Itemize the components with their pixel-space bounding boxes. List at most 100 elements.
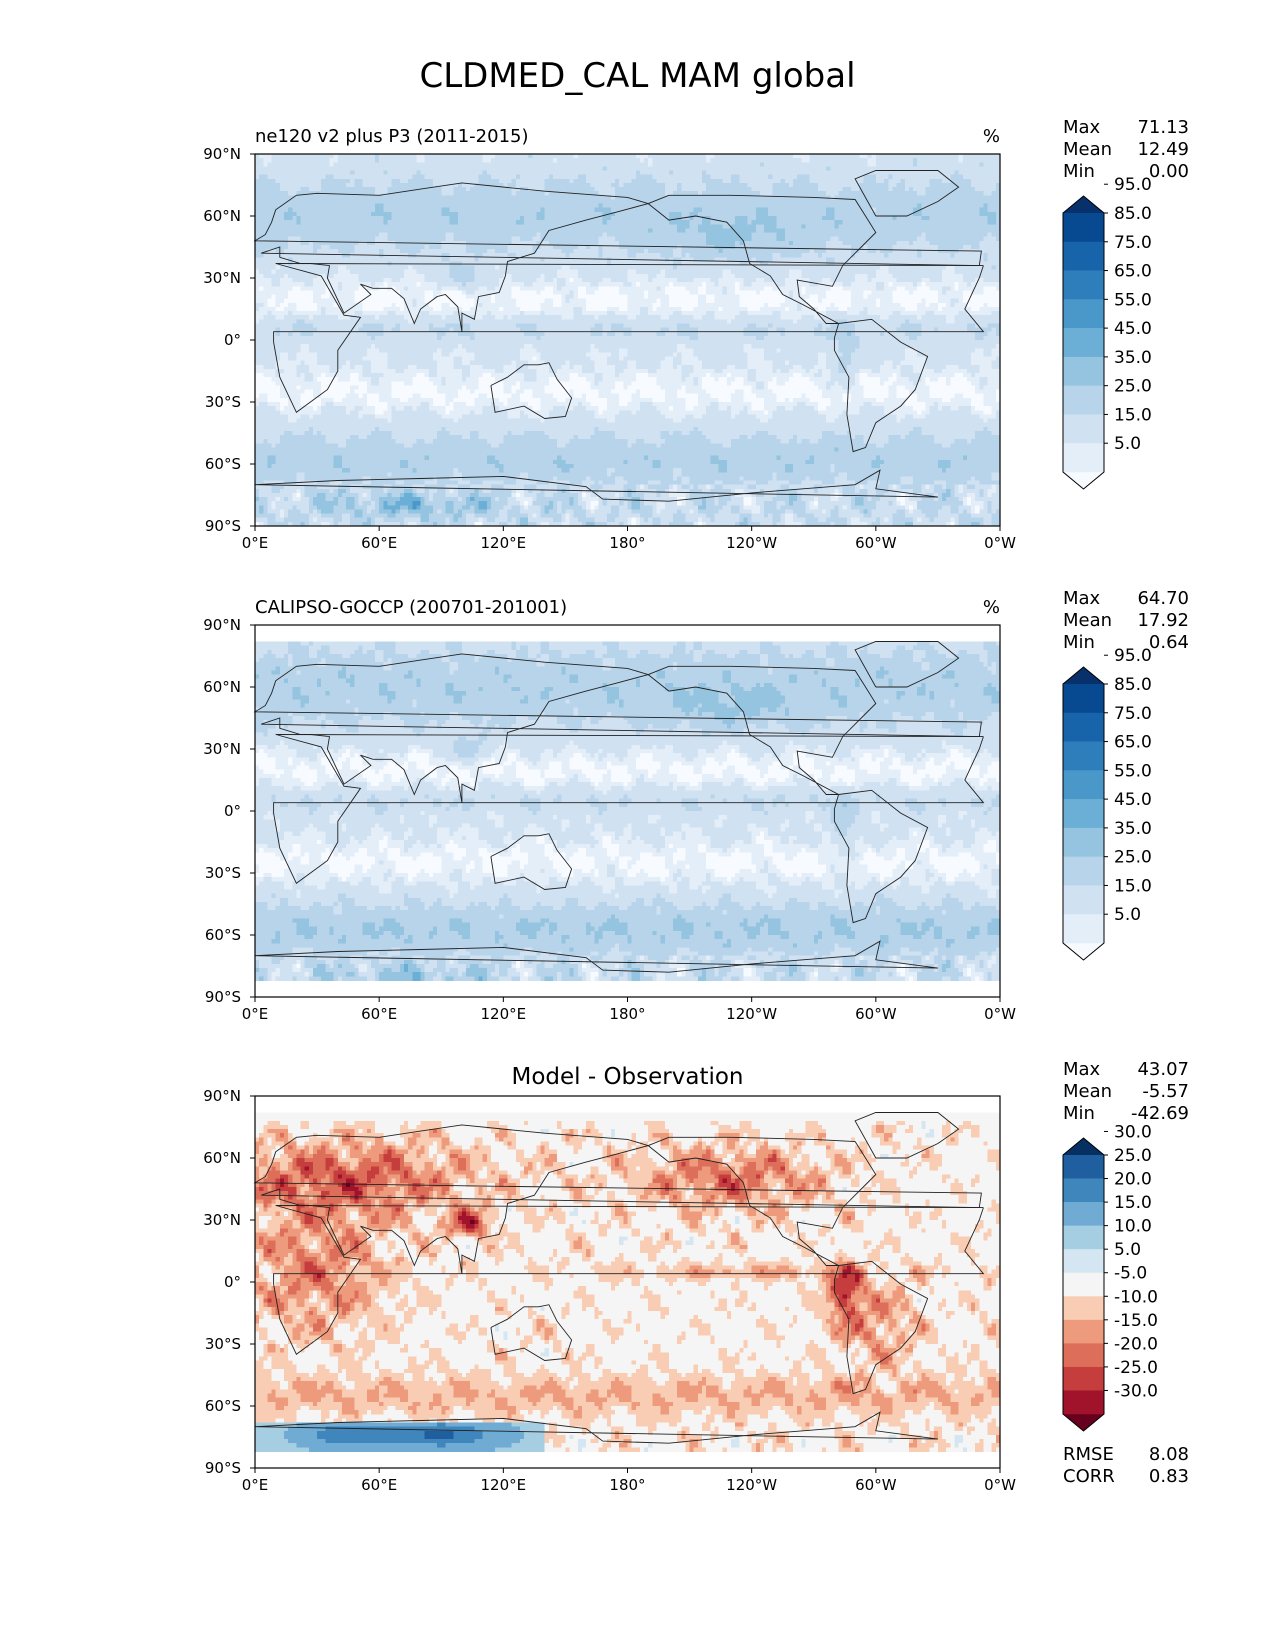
field-cell — [938, 183, 943, 188]
field-cell — [549, 175, 554, 180]
field-cell — [342, 166, 347, 171]
field-cell — [880, 175, 885, 180]
field-cell — [843, 187, 848, 192]
field-cell — [851, 154, 856, 159]
field-cell — [785, 154, 790, 159]
field-cell — [557, 179, 562, 184]
field-cell — [752, 158, 757, 163]
field-cell — [702, 187, 707, 192]
field-cell — [408, 166, 413, 171]
field-cell — [441, 175, 446, 180]
field-cell — [830, 175, 835, 180]
field-cell — [954, 158, 959, 163]
field-cell — [607, 187, 612, 192]
field-cell — [272, 183, 277, 188]
field-cell — [619, 171, 624, 176]
field-cell — [905, 154, 910, 159]
field-cell — [561, 187, 566, 192]
field-cell — [603, 158, 608, 163]
field-cell — [582, 179, 587, 184]
field-cell — [930, 162, 935, 167]
field-cell — [768, 187, 773, 192]
field-cell — [913, 158, 918, 163]
field-cell — [541, 191, 546, 196]
field-cell — [640, 183, 645, 188]
field-cell — [644, 183, 649, 188]
field-cell — [673, 179, 678, 184]
field-cell — [483, 175, 488, 180]
field-cell — [346, 183, 351, 188]
field-cell — [644, 162, 649, 167]
field-cell — [536, 166, 541, 171]
field-cell — [545, 175, 550, 180]
field-cell — [255, 154, 260, 159]
field-cell — [611, 162, 616, 167]
field-cell — [400, 175, 405, 180]
field-cell — [396, 187, 401, 192]
field-cell — [934, 187, 939, 192]
field-cell — [259, 175, 264, 180]
field-cell — [926, 187, 931, 192]
field-cell — [416, 175, 421, 180]
field-cell — [466, 187, 471, 192]
field-cell — [698, 162, 703, 167]
field-cell — [346, 187, 351, 192]
field-cell — [785, 183, 790, 188]
field-cell — [888, 154, 893, 159]
field-cell — [296, 171, 301, 176]
field-cell — [561, 179, 566, 184]
field-cell — [599, 166, 604, 171]
field-cell — [888, 171, 893, 176]
field-cell — [905, 191, 910, 196]
field-cell — [371, 195, 376, 200]
field-cell — [603, 183, 608, 188]
field-cell — [350, 195, 355, 200]
field-cell — [574, 175, 579, 180]
field-cell — [739, 166, 744, 171]
field-cell — [491, 166, 496, 171]
field-cell — [545, 166, 550, 171]
field-cell — [694, 175, 699, 180]
field-cell — [644, 191, 649, 196]
field-cell — [834, 166, 839, 171]
field-cell — [839, 166, 844, 171]
field-cell — [276, 171, 281, 176]
field-cell — [748, 183, 753, 188]
field-cell — [375, 162, 380, 167]
field-cell — [702, 162, 707, 167]
field-cell — [259, 158, 264, 163]
field-cell — [847, 158, 852, 163]
field-cell — [743, 171, 748, 176]
field-cell — [884, 183, 889, 188]
field-cell — [429, 154, 434, 159]
field-cell — [619, 183, 624, 188]
field-cell — [946, 162, 951, 167]
field-cell — [954, 154, 959, 159]
field-cell — [375, 175, 380, 180]
field-cell — [752, 154, 757, 159]
field-cell — [594, 166, 599, 171]
field-cell — [888, 158, 893, 163]
field-cell — [764, 179, 769, 184]
field-cell — [317, 162, 322, 167]
field-cell — [805, 183, 810, 188]
field-cell — [520, 166, 525, 171]
field-cell — [466, 175, 471, 180]
field-cell — [909, 187, 914, 192]
field-cell — [859, 158, 864, 163]
field-cell — [727, 183, 732, 188]
field-cell — [888, 183, 893, 188]
field-cell — [863, 154, 868, 159]
field-cell — [681, 154, 686, 159]
field-cell — [942, 158, 947, 163]
field-cell — [408, 191, 413, 196]
field-cell — [685, 187, 690, 192]
field-cell — [880, 179, 885, 184]
field-cell — [623, 162, 628, 167]
field-cell — [342, 175, 347, 180]
field-cell — [462, 191, 467, 196]
field-cell — [433, 175, 438, 180]
field-cell — [532, 166, 537, 171]
field-cell — [313, 183, 318, 188]
field-cell — [454, 154, 459, 159]
